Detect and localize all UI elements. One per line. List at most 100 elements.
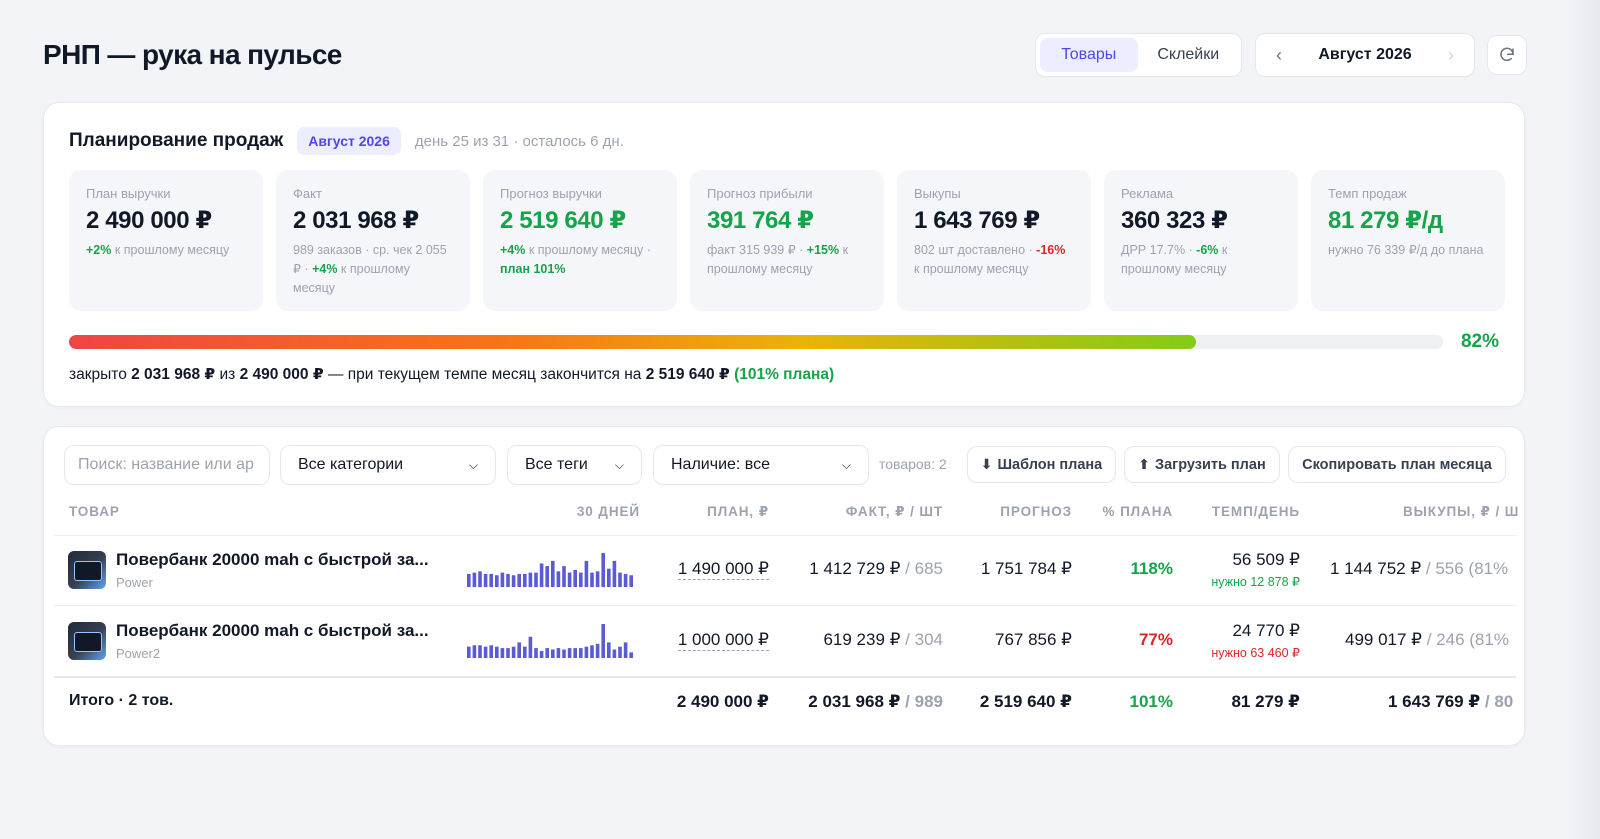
tags-select[interactable]: Все теги ⌵ bbox=[507, 445, 642, 485]
col-plan[interactable]: ПЛАН, ₽ bbox=[707, 504, 769, 519]
filters-toolbar: Все категории ⌵ Все теги ⌵ Наличие: все … bbox=[64, 445, 1514, 485]
buyouts-qty: / 246 (81% bbox=[1422, 630, 1509, 649]
kpi-label: Выкупы bbox=[914, 186, 961, 201]
buyouts-value: 1 144 752 ₽ bbox=[1330, 559, 1422, 578]
products-table-card: Все категории ⌵ Все теги ⌵ Наличие: все … bbox=[43, 426, 1525, 746]
kpi-note-text: к прошлому месяцу bbox=[111, 243, 230, 257]
kpi-value: 2 490 000 ₽ bbox=[86, 207, 212, 234]
table-row[interactable]: Повербанк 20000 mah с быстрой за... Powe… bbox=[44, 606, 1524, 676]
pace-value: 56 509 ₽ bbox=[1232, 550, 1300, 569]
sparkline-bar bbox=[595, 643, 600, 658]
next-month-icon[interactable]: › bbox=[1447, 44, 1454, 65]
kpi-note: 802 шт доставлено · -16% к прошлому меся… bbox=[914, 241, 1074, 279]
sparkline-bar bbox=[523, 646, 527, 658]
kpi-note-text: к прошлому месяцу bbox=[293, 262, 410, 295]
kpi-note-text: к прошлому месяцу bbox=[914, 262, 1029, 276]
product-name[interactable]: Повербанк 20000 mah с быстрой за... bbox=[116, 621, 429, 640]
kpi-note: нужно 76 339 ₽/д до плана bbox=[1328, 241, 1488, 260]
kpi-value: 1 643 769 ₽ bbox=[914, 207, 1040, 234]
plan-percent: 118% bbox=[1130, 559, 1173, 578]
total-fact: 2 031 968 ₽ bbox=[808, 692, 901, 711]
refresh-button[interactable] bbox=[1487, 35, 1527, 75]
fact-cell: 1 412 729 ₽ / 685 bbox=[809, 559, 943, 579]
col-buyouts[interactable]: ВЫКУПЫ, ₽ / Ш bbox=[1403, 504, 1520, 519]
kpi-note-text: 802 шт доставлено · bbox=[914, 243, 1037, 257]
plan-cell[interactable]: 1 490 000 ₽ bbox=[677, 559, 769, 580]
sparkline-bar bbox=[607, 568, 611, 587]
page-header: РНП — рука на пульсе Товары Склейки ‹ Ав… bbox=[43, 33, 1527, 77]
sparkline-bar bbox=[534, 572, 538, 587]
kpi-note: +2% к прошлому месяцу bbox=[86, 241, 246, 260]
sparkline-bar bbox=[483, 573, 488, 587]
sparkline-bar bbox=[595, 571, 600, 587]
pace-needed: нужно 12 878 ₽ bbox=[1211, 575, 1300, 589]
total-buyouts: 1 643 769 ₽ bbox=[1388, 692, 1481, 711]
upload-plan-button[interactable]: ⬆ Загрузить план bbox=[1124, 446, 1280, 483]
view-toggle: Товары Склейки bbox=[1035, 33, 1242, 77]
kpi-note-text: к прошлому месяцу bbox=[707, 243, 849, 276]
fact-qty: / 304 bbox=[900, 630, 943, 649]
sparkline-bar bbox=[551, 649, 555, 658]
tab-products[interactable]: Товары bbox=[1040, 38, 1138, 72]
sparkline-bar bbox=[467, 646, 471, 658]
sparkline-bar bbox=[601, 553, 605, 587]
sparkline-bar bbox=[612, 649, 617, 658]
copy-month-plan-button[interactable]: Скопировать план месяца bbox=[1288, 446, 1506, 483]
col-forecast[interactable]: ПРОГНОЗ bbox=[1000, 504, 1072, 519]
summary-closed-value: 2 031 968 ₽ bbox=[131, 366, 216, 383]
page-title: РНП — рука на пульсе bbox=[43, 39, 342, 70]
sparkline-bar bbox=[478, 571, 482, 587]
chevron-down-icon: ⌵ bbox=[614, 457, 624, 472]
table-row[interactable]: Повербанк 20000 mah с быстрой за... Powe… bbox=[44, 535, 1524, 605]
kpi-value: 2 519 640 ₽ bbox=[500, 207, 626, 234]
stock-select[interactable]: Наличие: все ⌵ bbox=[653, 445, 869, 485]
kpi-note-text: нужно 76 339 ₽/д до плана bbox=[1328, 243, 1484, 257]
prev-month-icon[interactable]: ‹ bbox=[1276, 44, 1282, 65]
search-input[interactable] bbox=[64, 445, 270, 485]
sparkline-bar bbox=[584, 646, 589, 658]
sparkline-bar bbox=[623, 642, 628, 658]
sparkline-bar bbox=[607, 642, 611, 658]
kpi-buyouts: Выкупы 1 643 769 ₽ 802 шт доставлено · -… bbox=[897, 170, 1091, 311]
sparkline-bar bbox=[579, 648, 583, 658]
fact-qty: / 685 bbox=[900, 559, 943, 578]
col-30-days[interactable]: 30 ДНЕЙ bbox=[576, 504, 640, 519]
kpi-label: Прогноз выручки bbox=[500, 186, 602, 201]
total-buyouts-qty: / 80 bbox=[1480, 692, 1514, 711]
kpi-delta: +2% bbox=[86, 243, 112, 257]
sparkline-bar bbox=[567, 648, 572, 658]
sparkline-bar bbox=[579, 572, 583, 587]
buyouts-value: 499 017 ₽ bbox=[1345, 630, 1422, 649]
sparkline-bar bbox=[528, 572, 533, 587]
plan-header: Планирование продаж Август 2026 день 25 … bbox=[69, 127, 624, 155]
sparkline-bar bbox=[590, 645, 594, 658]
kpi-note-text: 989 заказов · ср. чек 2 055 ₽ · bbox=[293, 243, 447, 276]
col-product[interactable]: ТОВАР bbox=[69, 504, 120, 519]
kpi-profit-forecast: Прогноз прибыли 391 764 ₽ факт 315 939 ₽… bbox=[690, 170, 884, 311]
product-name[interactable]: Повербанк 20000 mah с быстрой за... bbox=[116, 550, 429, 569]
kpi-row: План выручки 2 490 000 ₽ +2% к прошлому … bbox=[69, 170, 1505, 311]
col-plan-percent[interactable]: % ПЛАНА bbox=[1102, 504, 1173, 519]
plan-template-label: Шаблон плана bbox=[997, 456, 1103, 473]
col-fact[interactable]: ФАКТ, ₽ / ШТ bbox=[845, 504, 943, 519]
sparkline-bar bbox=[472, 645, 477, 658]
fact-value: 619 239 ₽ bbox=[823, 630, 901, 649]
fact-value: 1 412 729 ₽ bbox=[809, 559, 901, 578]
col-pace[interactable]: ТЕМП/ДЕНЬ bbox=[1211, 504, 1300, 519]
sparkline-bar bbox=[590, 572, 594, 587]
tab-bundles[interactable]: Склейки bbox=[1157, 46, 1220, 63]
kpi-note: факт 315 939 ₽ · +15% к прошлому месяцу bbox=[707, 241, 867, 279]
plan-cell[interactable]: 1 000 000 ₽ bbox=[677, 630, 769, 651]
sparkline-bar bbox=[523, 573, 527, 587]
product-brand: Power2 bbox=[116, 646, 161, 661]
tags-select-value: Все теги bbox=[525, 456, 588, 473]
copy-month-plan-label: Скопировать план месяца bbox=[1302, 456, 1492, 473]
category-select[interactable]: Все категории ⌵ bbox=[280, 445, 496, 485]
total-forecast: 2 519 640 ₽ bbox=[979, 692, 1072, 711]
sparkline-bar bbox=[545, 648, 549, 658]
plan-template-button[interactable]: ⬇ Шаблон плана bbox=[967, 446, 1116, 483]
plan-value[interactable]: 1 000 000 ₽ bbox=[677, 630, 769, 651]
plan-value[interactable]: 1 490 000 ₽ bbox=[677, 559, 769, 580]
sparkline-bar bbox=[489, 645, 493, 658]
kpi-note-text: ДРР 17.7% · bbox=[1121, 243, 1197, 257]
